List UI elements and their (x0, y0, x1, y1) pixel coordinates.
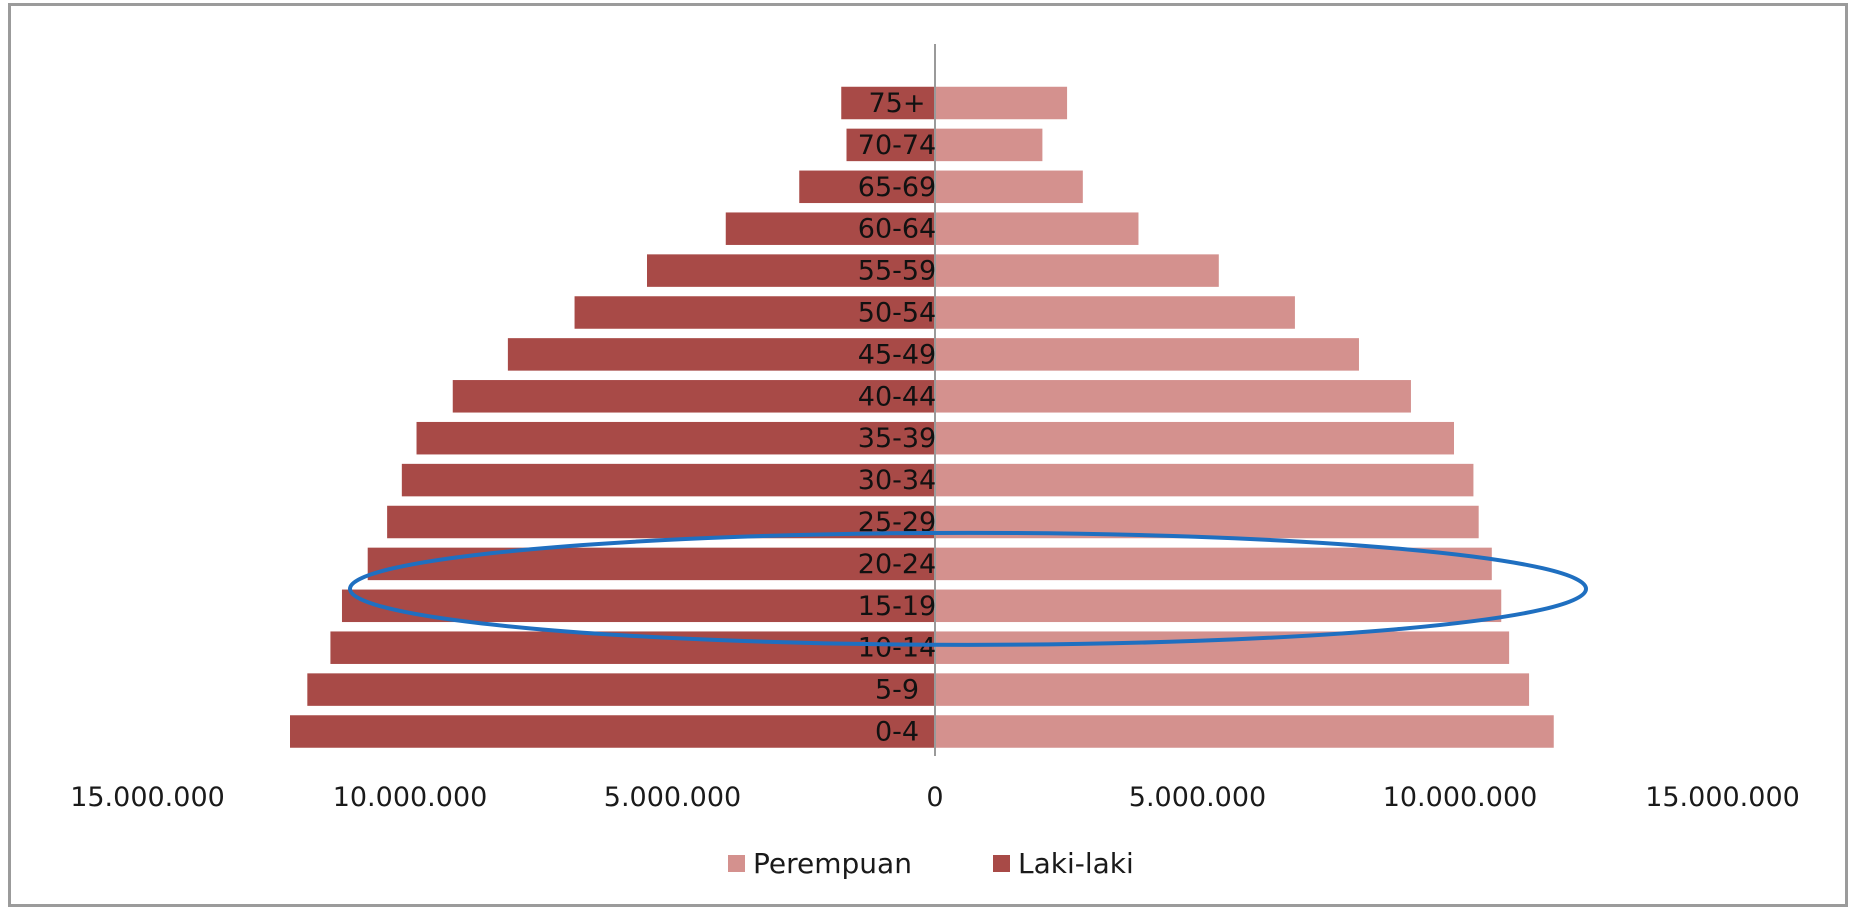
age-label-40-44: 40-44 (858, 381, 936, 412)
legend-swatch-laki-laki (993, 855, 1010, 872)
bar-laki-laki-50-54 (573, 294, 936, 331)
age-label-75+: 75+ (869, 88, 926, 119)
bar-perempuan-0-4 (934, 713, 1556, 750)
bar-perempuan-20-24 (934, 546, 1494, 582)
x-tick-label: 15.000.000 (70, 782, 225, 813)
age-label-50-54: 50-54 (858, 298, 936, 329)
age-label-70-74: 70-74 (858, 130, 936, 161)
age-label-35-39: 35-39 (858, 423, 936, 454)
highlight-ellipse (348, 530, 1588, 647)
age-label-20-24: 20-24 (858, 549, 936, 580)
bar-perempuan-5-9 (934, 671, 1531, 708)
legend-label-laki-laki: Laki-laki (1018, 847, 1134, 880)
bar-perempuan-50-54 (934, 294, 1297, 331)
bar-laki-laki-40-44 (451, 378, 936, 415)
bar-perempuan-60-64 (934, 210, 1140, 247)
x-tick-label: 5.000.000 (604, 782, 741, 813)
bar-perempuan-30-34 (934, 462, 1475, 498)
x-tick-label: 0 (926, 782, 943, 813)
age-label-5-9: 5-9 (875, 675, 919, 706)
age-label-60-64: 60-64 (858, 214, 936, 245)
bar-laki-laki-0-4 (288, 713, 936, 750)
bar-laki-laki-65-69 (797, 169, 936, 205)
bar-perempuan-65-69 (934, 169, 1085, 205)
x-tick-label: 5.000.000 (1129, 782, 1266, 813)
bar-laki-laki-45-49 (506, 336, 936, 373)
x-tick-label: 15.000.000 (1645, 782, 1800, 813)
x-tick-label: 10.000.000 (1383, 782, 1538, 813)
bar-perempuan-75+ (934, 85, 1069, 121)
bar-perempuan-45-49 (934, 336, 1361, 373)
age-label-0-4: 0-4 (875, 717, 919, 748)
age-label-55-59: 55-59 (858, 256, 936, 287)
age-label-45-49: 45-49 (858, 339, 936, 370)
age-label-30-34: 30-34 (858, 465, 936, 496)
bar-laki-laki-35-39 (415, 420, 936, 456)
bar-laki-laki-30-34 (400, 462, 936, 498)
bar-laki-laki-5-9 (305, 671, 936, 708)
x-tick-labels-group: 15.000.000 10.000.000 5.000.000 0 5.000.000 1… (70, 782, 1800, 813)
age-labels-group: 0-45-910-1415-1920-2425-2930-3435-3940-4… (858, 88, 936, 748)
bar-laki-laki-20-24 (366, 546, 936, 582)
bar-perempuan-40-44 (934, 378, 1413, 415)
bar-perempuan-35-39 (934, 420, 1456, 456)
bar-perempuan-55-59 (934, 252, 1221, 289)
legend-swatch-perempuan (728, 855, 745, 872)
bar-perempuan-70-74 (934, 127, 1044, 163)
x-tick-label: 10.000.000 (333, 782, 488, 813)
legend-label-perempuan: Perempuan (753, 847, 912, 880)
bar-perempuan-10-14 (934, 629, 1511, 666)
age-label-10-14: 10-14 (858, 633, 936, 664)
age-label-15-19: 15-19 (858, 591, 936, 622)
age-label-65-69: 65-69 (858, 172, 936, 203)
bar-perempuan-15-19 (934, 588, 1503, 624)
legend: Perempuan Laki-laki (728, 847, 1134, 880)
